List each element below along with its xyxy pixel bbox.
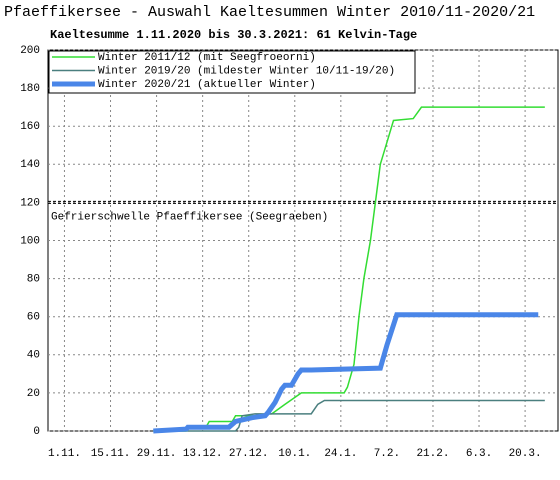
y-tick-label: 80 [27,274,40,286]
x-tick-label: 6.3. [466,448,492,460]
legend-label: Winter 2011/12 (mit Seegfroeorni) [98,52,316,64]
y-tick-label: 20 [27,388,40,400]
y-tick-label: 0 [33,426,40,438]
y-tick-label: 160 [20,121,40,133]
data-line [153,312,539,434]
x-tick-label: 20.3. [509,448,542,460]
y-tick-label: 60 [27,312,40,324]
chart-subtitle: Kaeltesumme 1.11.2020 bis 30.3.2021: 61 … [50,28,417,42]
chart-title: Pfaeffikersee - Auswahl Kaeltesummen Win… [4,4,535,21]
legend-label: Winter 2020/21 (aktueller Winter) [98,79,316,91]
y-tick-label: 40 [27,350,40,362]
data-line [153,106,545,432]
x-tick-label: 1.11. [48,448,81,460]
y-tick-label: 120 [20,197,40,209]
data-line [153,399,545,432]
y-tick-label: 200 [20,45,40,57]
x-tick-label: 7.2. [374,448,400,460]
legend-label: Winter 2019/20 (mildester Winter 10/11-1… [98,65,395,77]
annotation: Gefrierschwelle Pfaeffikersee (Seegraebe… [51,211,328,223]
x-tick-label: 24.1. [324,448,357,460]
x-tick-label: 15.11. [91,448,131,460]
x-tick-label: 27.12. [229,448,269,460]
y-tick-label: 100 [20,235,40,247]
y-tick-label: 180 [20,83,40,95]
y-tick-label: 140 [20,159,40,171]
legend-box [48,50,416,94]
x-tick-label: 21.2. [416,448,449,460]
x-tick-label: 13.12. [183,448,223,460]
x-tick-label: 10.1. [278,448,311,460]
x-tick-label: 29.11. [137,448,177,460]
